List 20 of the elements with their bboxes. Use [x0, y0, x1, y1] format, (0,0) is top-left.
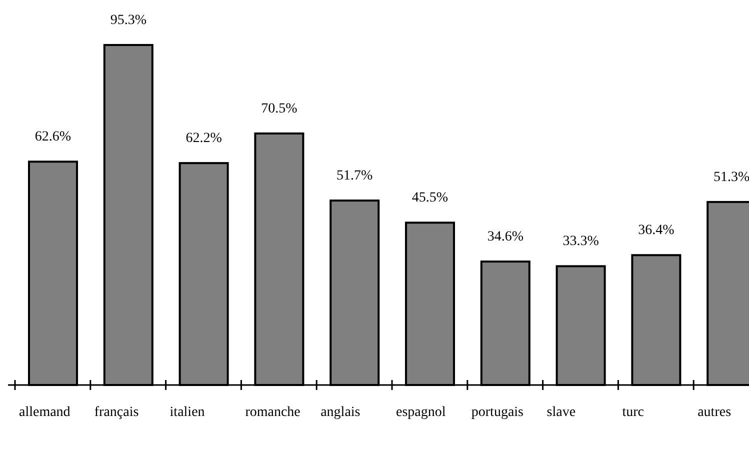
- data-label: 45.5%: [412, 190, 448, 206]
- x-tick-label: italien: [170, 405, 205, 420]
- x-tick-label: français: [94, 405, 139, 420]
- data-label: 51.3%: [714, 170, 749, 185]
- data-label: 36.4%: [638, 223, 675, 238]
- x-tick-label: espagnol: [396, 405, 446, 420]
- x-tick-label: anglais: [320, 405, 360, 420]
- x-tick-label: romanche: [245, 405, 300, 420]
- data-label: 33.3%: [562, 234, 600, 250]
- data-label: 70.5%: [261, 101, 298, 116]
- x-tick-label: portugais: [471, 405, 524, 420]
- data-label: 62.6%: [34, 130, 72, 145]
- x-tick-label: allemand: [19, 405, 70, 420]
- data-label: 62.2%: [186, 131, 222, 146]
- data-label: 51.7%: [336, 168, 374, 184]
- data-label: 95.3%: [110, 13, 147, 28]
- x-tick-label: slave: [546, 405, 576, 420]
- x-tick-label: turc: [622, 405, 644, 420]
- data-label: 34.6%: [487, 230, 524, 245]
- x-tick-label: autres: [698, 405, 732, 420]
